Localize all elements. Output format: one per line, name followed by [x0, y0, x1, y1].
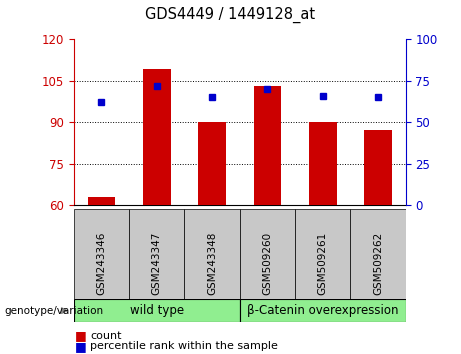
Text: GSM509260: GSM509260 [262, 232, 272, 295]
Bar [295, 209, 350, 299]
Text: GSM243347: GSM243347 [152, 231, 162, 295]
Bar [240, 209, 295, 299]
Text: β-Catenin overexpression: β-Catenin overexpression [247, 304, 398, 317]
Text: ■: ■ [75, 340, 87, 353]
Text: GSM509262: GSM509262 [373, 232, 383, 295]
Text: GSM509261: GSM509261 [318, 232, 328, 295]
Text: GSM243348: GSM243348 [207, 231, 217, 295]
Bar [240, 299, 406, 322]
Bar [350, 209, 406, 299]
Bar [88, 197, 115, 205]
Text: percentile rank within the sample: percentile rank within the sample [90, 341, 278, 351]
Bar [364, 131, 392, 205]
Text: GDS4449 / 1449128_at: GDS4449 / 1449128_at [145, 7, 316, 23]
Text: genotype/variation: genotype/variation [5, 306, 104, 316]
Bar [129, 209, 184, 299]
Bar [143, 69, 171, 205]
Bar [254, 86, 281, 205]
Text: GSM243346: GSM243346 [96, 231, 106, 295]
Bar [74, 299, 240, 322]
Text: count: count [90, 331, 121, 341]
Bar [184, 209, 240, 299]
Bar [309, 122, 337, 205]
Bar [198, 122, 226, 205]
Text: ■: ■ [75, 329, 87, 342]
Bar [74, 209, 129, 299]
Text: wild type: wild type [130, 304, 184, 317]
